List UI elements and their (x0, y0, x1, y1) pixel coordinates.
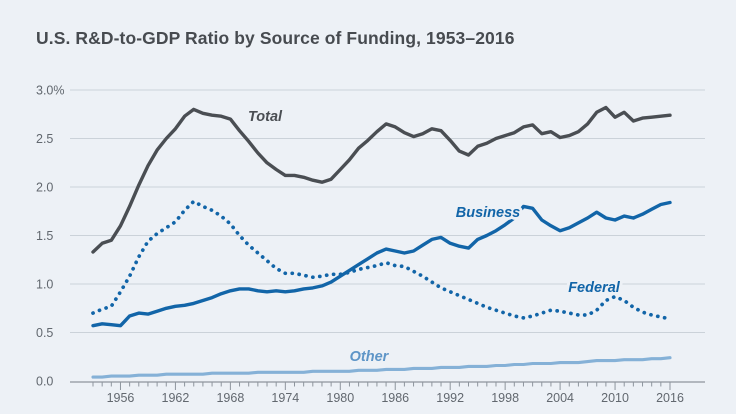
x-tick-label: 1998 (491, 391, 519, 405)
y-tick-label: 0.0 (36, 375, 53, 389)
y-gridlines (70, 89, 705, 333)
series-label-other: Other (350, 349, 390, 365)
chart-title: U.S. R&D-to-GDP Ratio by Source of Fundi… (36, 28, 515, 48)
x-tick-label: 2016 (656, 391, 684, 405)
y-tick-label: 3.0% (36, 84, 65, 98)
y-tick-label: 1.5 (36, 229, 53, 243)
series-line-other (91, 356, 672, 379)
series-line-federal (91, 199, 672, 321)
series-line-total (91, 105, 672, 254)
x-tick-label: 1962 (162, 391, 190, 405)
series-label-business: Business (456, 205, 520, 221)
x-tick-label: 1974 (271, 391, 299, 405)
x-tick-label: 1992 (436, 391, 464, 405)
y-axis-labels: 3.0% 2.5 2.0 1.5 1.0 0.5 0.0 (36, 84, 65, 389)
x-tick-label: 2004 (546, 391, 574, 405)
x-axis (70, 381, 705, 390)
series-label-federal: Federal (568, 280, 621, 296)
y-tick-label: 1.0 (36, 278, 53, 292)
x-tick-label: 1956 (107, 391, 135, 405)
x-axis-labels: 1956 1962 1968 1974 1980 1986 1992 1998 2004 2010… (107, 391, 684, 405)
x-tick-label: 2010 (601, 391, 629, 405)
x-tick-label: 1968 (216, 391, 244, 405)
y-tick-label: 2.5 (36, 132, 53, 146)
y-tick-label: 2.0 (36, 181, 53, 195)
series-label-total: Total (248, 109, 283, 125)
x-tick-label: 1980 (326, 391, 354, 405)
y-tick-label: 0.5 (36, 326, 53, 340)
series-lines (91, 105, 672, 379)
series-labels: Total Business Federal Other (245, 106, 624, 368)
series-line-business (91, 200, 672, 328)
x-tick-label: 1986 (381, 391, 409, 405)
